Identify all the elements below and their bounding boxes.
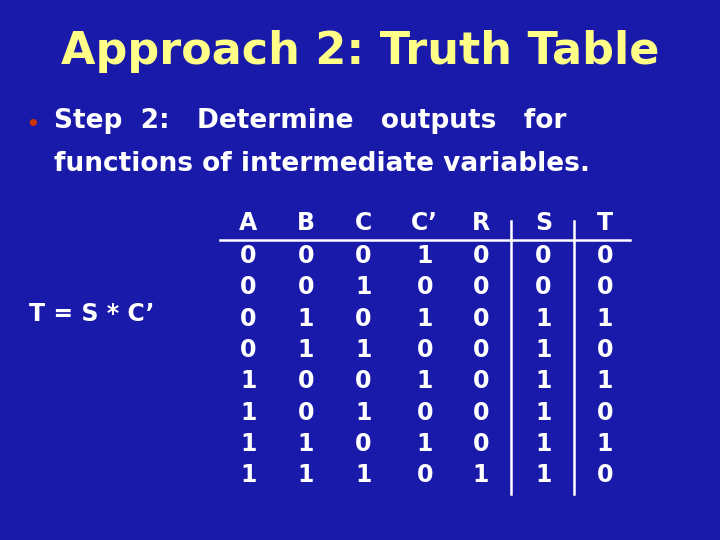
Text: 0: 0	[417, 463, 433, 487]
Text: 1: 1	[240, 463, 256, 487]
Text: 1: 1	[536, 307, 552, 330]
Text: 1: 1	[298, 463, 314, 487]
Text: 0: 0	[417, 275, 433, 299]
Text: B: B	[297, 211, 315, 235]
Text: 0: 0	[473, 369, 489, 393]
Text: A: A	[239, 211, 258, 235]
Text: 1: 1	[298, 338, 314, 362]
Text: 1: 1	[298, 432, 314, 456]
Text: 0: 0	[597, 463, 613, 487]
Text: 1: 1	[356, 401, 372, 424]
Text: 0: 0	[597, 401, 613, 424]
Text: 0: 0	[473, 275, 489, 299]
Text: 1: 1	[597, 432, 613, 456]
Text: 0: 0	[298, 275, 314, 299]
Text: 1: 1	[240, 401, 256, 424]
Text: 1: 1	[417, 244, 433, 268]
Text: 1: 1	[473, 463, 489, 487]
Text: 0: 0	[597, 338, 613, 362]
Text: 1: 1	[597, 307, 613, 330]
Text: R: R	[472, 211, 490, 235]
Text: functions of intermediate variables.: functions of intermediate variables.	[54, 151, 590, 177]
Text: 0: 0	[240, 307, 256, 330]
Text: C: C	[355, 211, 372, 235]
Text: 0: 0	[536, 275, 552, 299]
Text: 1: 1	[536, 338, 552, 362]
Text: •: •	[25, 113, 40, 137]
Text: 1: 1	[536, 369, 552, 393]
Text: 1: 1	[417, 307, 433, 330]
Text: 0: 0	[356, 369, 372, 393]
Text: 1: 1	[417, 432, 433, 456]
Text: 1: 1	[240, 369, 256, 393]
Text: 0: 0	[356, 432, 372, 456]
Text: 0: 0	[597, 275, 613, 299]
Text: C’: C’	[411, 211, 438, 235]
Text: 0: 0	[417, 401, 433, 424]
Text: 1: 1	[536, 463, 552, 487]
Text: 0: 0	[473, 401, 489, 424]
Text: 0: 0	[473, 338, 489, 362]
Text: S: S	[535, 211, 552, 235]
Text: 1: 1	[356, 463, 372, 487]
Text: Step  2:   Determine   outputs   for: Step 2: Determine outputs for	[54, 108, 567, 134]
Text: Approach 2: Truth Table: Approach 2: Truth Table	[60, 30, 660, 73]
Text: 0: 0	[536, 244, 552, 268]
Text: T = S * C’: T = S * C’	[29, 302, 154, 326]
Text: 1: 1	[240, 432, 256, 456]
Text: 1: 1	[356, 275, 372, 299]
Text: 0: 0	[473, 307, 489, 330]
Text: 0: 0	[597, 244, 613, 268]
Text: 0: 0	[298, 401, 314, 424]
Text: T: T	[597, 211, 613, 235]
Text: 0: 0	[417, 338, 433, 362]
Text: 0: 0	[240, 338, 256, 362]
Text: 1: 1	[356, 338, 372, 362]
Text: 0: 0	[473, 432, 489, 456]
Text: 0: 0	[298, 244, 314, 268]
Text: 0: 0	[356, 244, 372, 268]
Text: 1: 1	[298, 307, 314, 330]
Text: 0: 0	[298, 369, 314, 393]
Text: 1: 1	[536, 432, 552, 456]
Text: 0: 0	[240, 275, 256, 299]
Text: 0: 0	[356, 307, 372, 330]
Text: 1: 1	[536, 401, 552, 424]
Text: 1: 1	[597, 369, 613, 393]
Text: 0: 0	[240, 244, 256, 268]
Text: 1: 1	[417, 369, 433, 393]
Text: 0: 0	[473, 244, 489, 268]
